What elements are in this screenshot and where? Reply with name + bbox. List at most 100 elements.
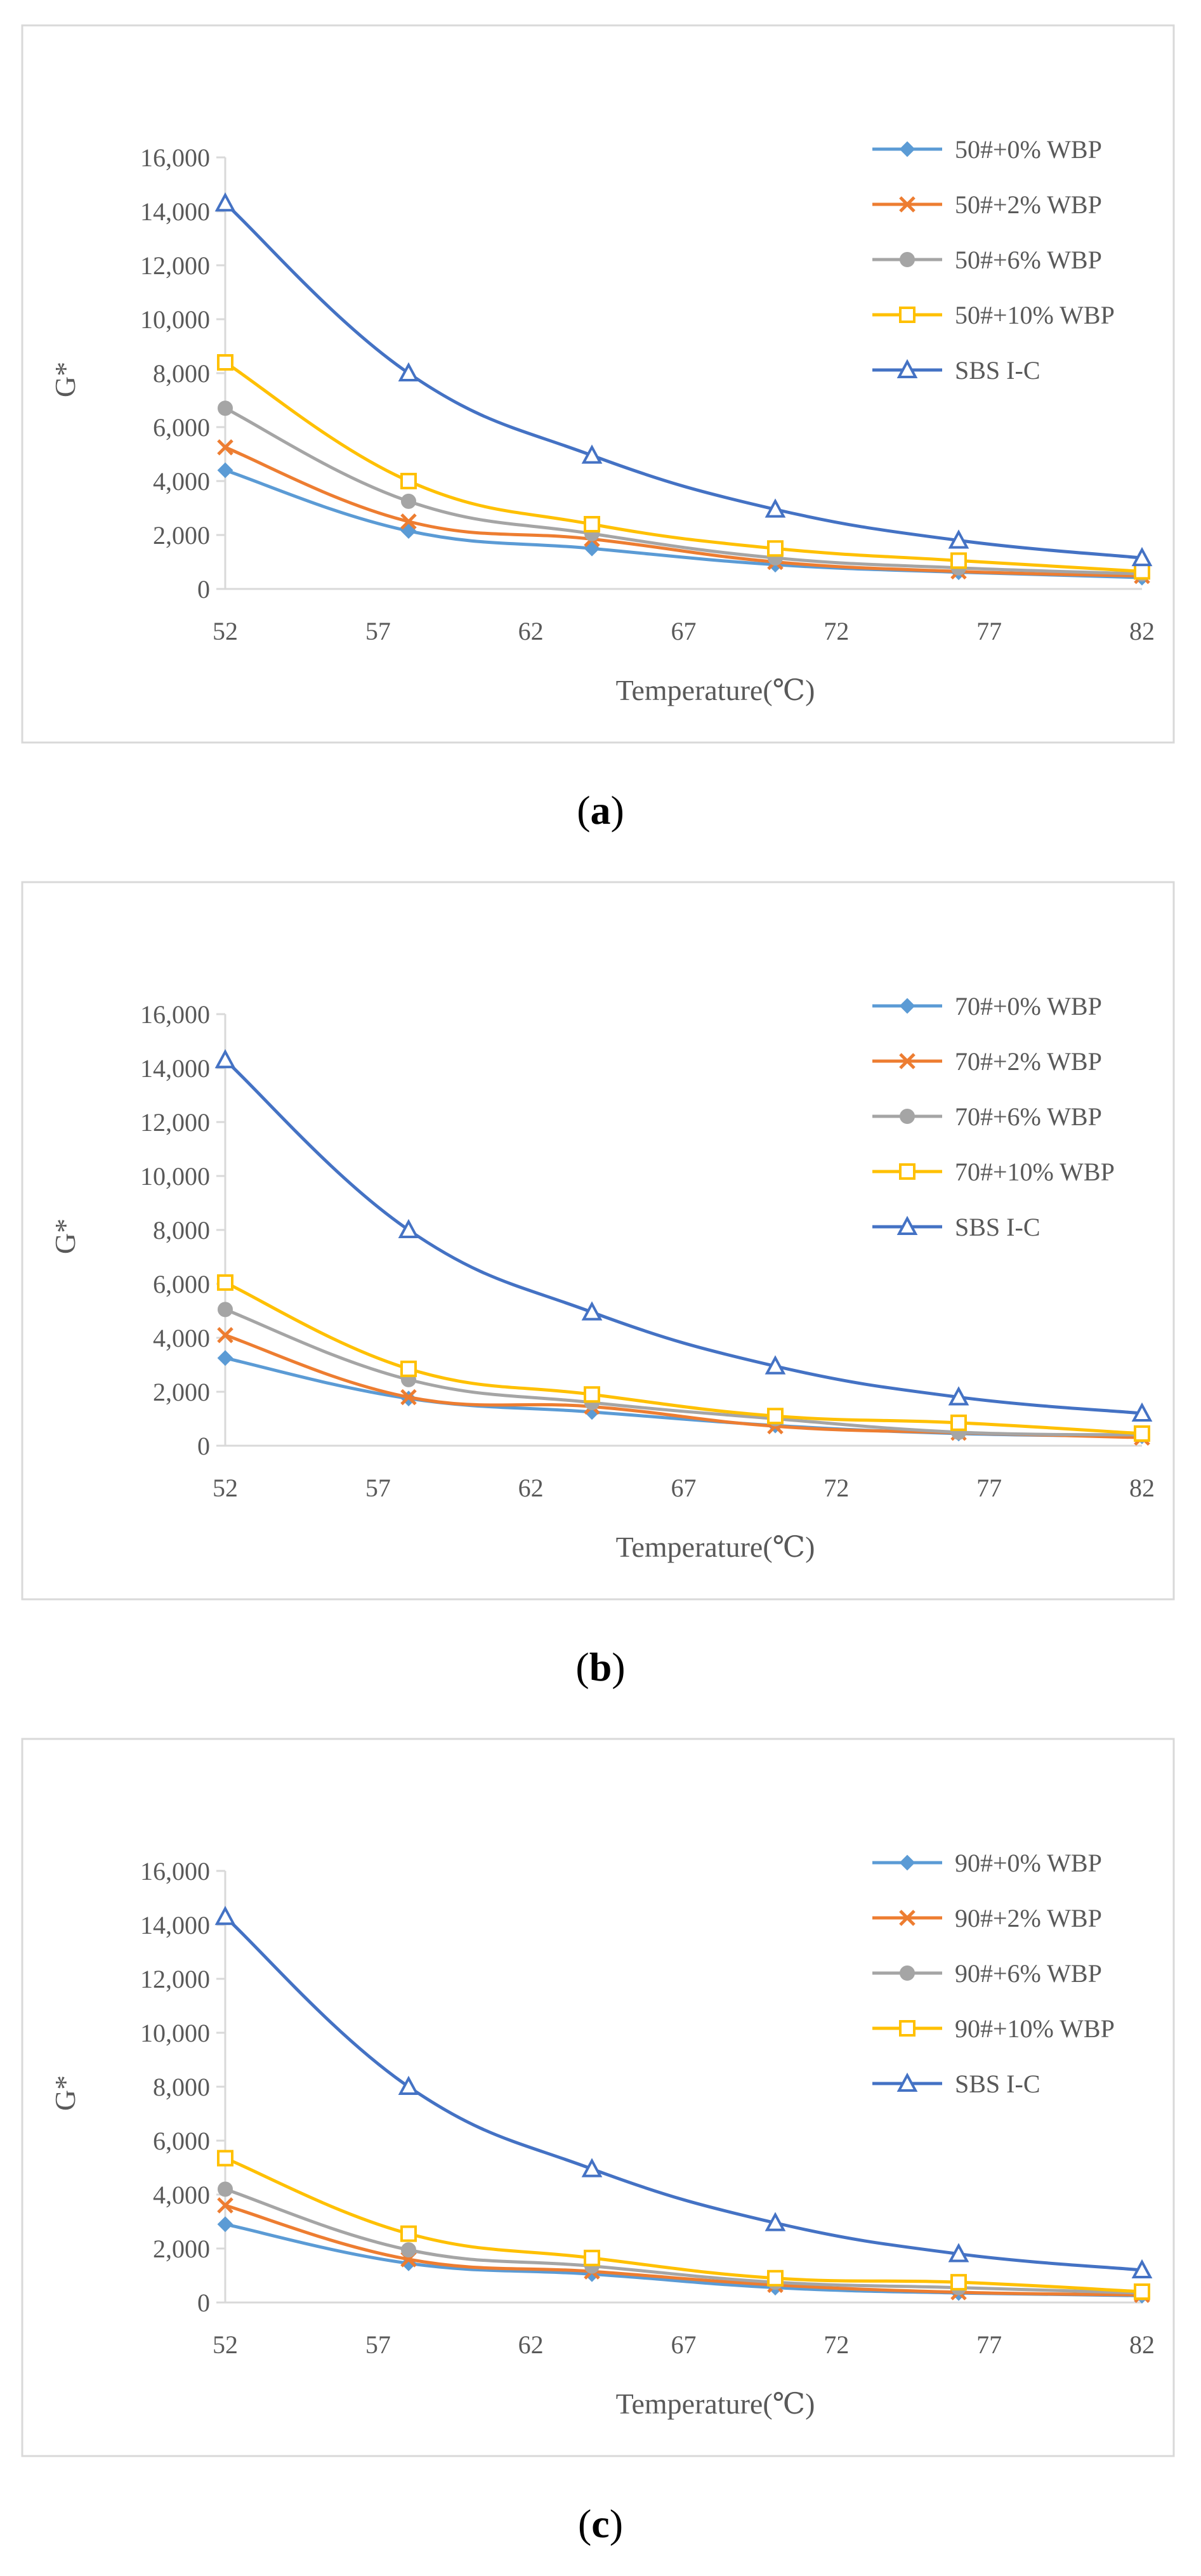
chart-c-y-tick-label: 2,000 [153, 2235, 210, 2263]
chart-c-legend-marker [899, 1910, 916, 1926]
chart-c-y-tick-label: 4,000 [153, 2181, 210, 2209]
chart-c-legend-marker [896, 2072, 918, 2092]
chart-b-legend-label: SBS I-C [955, 1213, 1040, 1241]
chart-b-y-tick-label: 16,000 [140, 1000, 210, 1029]
caption-c-close: ) [609, 2501, 624, 2546]
caption-a: (a) [0, 787, 1201, 834]
chart-a-legend-label: 50#+10% WBP [955, 301, 1115, 329]
chart-c-series-3-point [401, 2242, 416, 2258]
chart-a-y-axis-title: G* [49, 362, 81, 397]
chart-b-y-tick-label: 14,000 [140, 1054, 210, 1083]
chart-a-legend-label: 50#+6% WBP [955, 246, 1102, 274]
chart-b-legend-item-5: SBS I-C [872, 1213, 1040, 1241]
chart-c-y-tick-label: 16,000 [140, 1857, 210, 1886]
chart-c-y-tick-label: 10,000 [140, 2019, 210, 2047]
chart-c-legend-marker [900, 1965, 915, 1981]
chart-c-series-5-point [948, 2243, 969, 2262]
chart-c-series-4-point [584, 2249, 600, 2266]
chart-c-legend-marker [899, 2020, 916, 2037]
chart-a-x-tick-label: 67 [671, 617, 697, 645]
chart-c-series-1-point [217, 2216, 233, 2233]
chart-c-legend-marker [899, 1854, 916, 1871]
chart-a-series-5-point [948, 529, 969, 549]
chart-a-y-tick-label: 10,000 [140, 305, 210, 334]
chart-b-x-tick-label: 67 [671, 1474, 697, 1502]
chart-a-x-tick-label: 82 [1129, 617, 1155, 645]
chart-b-series-2-point [217, 1326, 233, 1344]
chart-a-series-5-point [398, 362, 419, 381]
chart-c-series-4-point [950, 2274, 967, 2291]
chart-b-legend-label: 70#+2% WBP [955, 1047, 1102, 1076]
chart-b-series-4-point [767, 1408, 784, 1425]
chart-a-legend-item-1: 50#+0% WBP [872, 135, 1102, 164]
chart-b-series-2-point [400, 1389, 417, 1406]
chart-c-series-4-point [767, 2269, 784, 2287]
caption-a-letter: a [590, 788, 611, 833]
chart-panel-b: 0 2,000 4,000 6,000 8,000 10,000 12,000 14,000 1… [0, 857, 1201, 1714]
chart-c-legend-item-1: 90#+0% WBP [872, 1849, 1102, 1877]
chart-a-legend-marker [899, 307, 916, 323]
chart-c-series-2-line [225, 2203, 1143, 2297]
chart-c-series-5-point [581, 2158, 603, 2177]
chart-a-legend-item-4: 50#+10% WBP [872, 301, 1115, 329]
chart-a-y-tick-label: 14,000 [140, 197, 210, 226]
chart-a: 0 2,000 4,000 6,000 8,000 10,000 12,000 14,000 1… [21, 24, 1175, 744]
chart-a-y-tick-label: 6,000 [153, 413, 210, 442]
chart-a-series-1-point [584, 540, 600, 557]
chart-b-series-5-point [948, 1386, 969, 1406]
chart-b-x-tick-label: 72 [824, 1474, 849, 1502]
chart-b-x-tick-label: 62 [518, 1474, 544, 1502]
chart-c-series-4-point [1134, 2283, 1150, 2300]
chart-b-series-5 [214, 1049, 1153, 1422]
chart-c-legend-item-3: 90#+6% WBP [872, 1959, 1102, 1988]
chart-a-series-3-line [224, 407, 1143, 576]
chart-b-series-5-point [1131, 1402, 1153, 1422]
chart-c-legend-label: 90#+2% WBP [955, 1904, 1102, 1932]
chart-b-legend-item-2: 70#+2% WBP [872, 1047, 1102, 1076]
chart-c-series-4 [217, 2150, 1150, 2300]
chart-b-legend-label: 70#+0% WBP [955, 992, 1102, 1020]
chart-c-series-4-point [400, 2225, 417, 2242]
caption-b: (b) [0, 1644, 1201, 1691]
chart-c-y-tick-label: 8,000 [153, 2073, 210, 2101]
chart-a-series-5-point [765, 498, 786, 518]
chart-b-y-axis-title: G* [49, 1219, 81, 1254]
chart-a-x-tick-label: 77 [976, 617, 1002, 645]
chart-c-x-tick-label: 52 [213, 2330, 238, 2359]
chart-a-series-4-point [400, 473, 417, 489]
chart-b-y-tick-label: 6,000 [153, 1270, 210, 1298]
chart-b-legend-marker [896, 1215, 918, 1235]
chart-c-series-5 [214, 1906, 1153, 2278]
chart-a-legend-item-2: 50#+2% WBP [872, 190, 1102, 219]
chart-b-x-tick-label: 52 [213, 1474, 238, 1502]
chart-a-series-5-point [214, 192, 236, 212]
chart-panel-a: 0 2,000 4,000 6,000 8,000 10,000 12,000 14,000 1… [0, 0, 1201, 857]
chart-b-legend-item-3: 70#+6% WBP [872, 1102, 1102, 1131]
chart-b-series-5-line [224, 1059, 1143, 1415]
chart-a-series-5-line [224, 202, 1143, 560]
chart-b-series-4-point [950, 1414, 967, 1431]
chart-a-series-1-point [400, 523, 417, 539]
chart-b-y-tick-label: 8,000 [153, 1216, 210, 1245]
chart-b-series-4-line [224, 1281, 1143, 1436]
chart-b-series-5-point [214, 1049, 236, 1069]
chart-b-y-tick-label: 0 [197, 1432, 210, 1460]
chart-a-y-tick-label: 12,000 [140, 251, 210, 280]
chart-a-series-4-point [217, 354, 233, 371]
chart-c-series-3-line [225, 2188, 1143, 2295]
chart-c-y-tick-label: 6,000 [153, 2127, 210, 2155]
chart-c-x-tick-label: 82 [1129, 2330, 1155, 2359]
chart-a-legend-label: 50#+2% WBP [955, 190, 1102, 219]
chart-a-series-4-line [224, 360, 1143, 573]
chart-b-series-5-point [398, 1219, 419, 1238]
chart-c: 0 2,000 4,000 6,000 8,000 10,000 12,000 14,000 1… [21, 1738, 1175, 2457]
chart-a-series-4-point [950, 552, 967, 569]
chart-a-y-tick-label: 0 [197, 575, 210, 604]
chart-c-x-tick-label: 57 [365, 2330, 391, 2359]
chart-a-series-4-point [767, 540, 784, 557]
chart-c-series-3-point [218, 2181, 233, 2197]
chart-b-series-5-point [581, 1301, 603, 1321]
chart-b-legend-marker [899, 998, 916, 1014]
chart-b: 0 2,000 4,000 6,000 8,000 10,000 12,000 14,000 1… [21, 881, 1175, 1601]
chart-c-series-5-point [765, 2212, 786, 2231]
